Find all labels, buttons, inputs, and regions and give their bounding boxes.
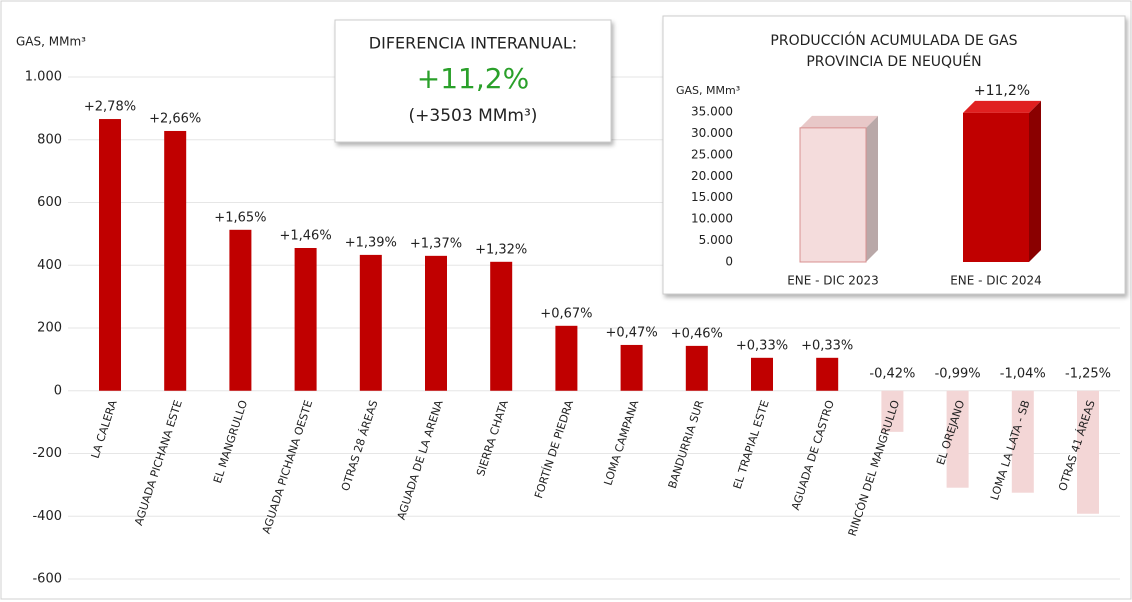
bar	[359, 254, 382, 391]
data-label: +2,66%	[149, 111, 201, 126]
data-label: +1,39%	[345, 235, 397, 250]
y-tick-label: -600	[32, 572, 62, 587]
y-tick-label: -400	[32, 509, 62, 524]
bar	[99, 119, 121, 391]
x-tick-label: ENE - DIC 2024	[950, 274, 1042, 288]
callout-value: +11,2%	[417, 62, 529, 95]
y-tick-label: 30.000	[691, 126, 733, 140]
bar	[294, 247, 317, 391]
bar	[816, 357, 839, 391]
y-tick-label: 800	[37, 132, 62, 147]
data-label: -1,25%	[1065, 366, 1111, 381]
y-axis-label: GAS, MMm³	[16, 35, 86, 49]
bar	[751, 357, 773, 391]
bar-top	[963, 100, 1041, 113]
bar	[555, 325, 578, 391]
y-tick-label: 35.000	[691, 105, 733, 119]
bar	[620, 344, 643, 391]
y-tick-label: 0	[725, 255, 733, 269]
bar	[1077, 390, 1099, 514]
inset-title: PROVINCIA DE NEUQUÉN	[806, 53, 981, 70]
y-tick-label: 25.000	[691, 147, 733, 161]
y-tick-label: 400	[37, 258, 62, 273]
bar	[881, 390, 904, 432]
data-label: +11,2%	[974, 83, 1030, 99]
data-label: -1,04%	[1000, 366, 1046, 381]
y-tick-label: -200	[32, 446, 62, 461]
x-tick-label: ENE - DIC 2023	[787, 274, 879, 288]
bar	[1011, 390, 1034, 493]
y-tick-label: 10.000	[691, 212, 733, 226]
y-tick-label: 200	[37, 321, 62, 336]
bar-top	[800, 115, 878, 128]
bar	[425, 255, 447, 391]
data-label: +1,65%	[214, 210, 266, 225]
inset-box	[662, 15, 1126, 295]
y-tick-label: 600	[37, 195, 62, 210]
data-label: +1,37%	[410, 236, 462, 251]
y-tick-label: 20.000	[691, 169, 733, 183]
data-label: +0,46%	[671, 326, 723, 341]
y-tick-label: 0	[54, 383, 62, 398]
bar	[229, 229, 252, 391]
y-tick-label: 5.000	[699, 233, 733, 247]
inset-y-label: GAS, MMm³	[676, 84, 740, 97]
data-label: +1,32%	[475, 242, 527, 257]
callout-box	[334, 19, 612, 143]
callout-detail: (+3503 MMm³)	[409, 106, 538, 126]
bar	[946, 390, 969, 488]
bar	[164, 130, 187, 391]
data-label: +0,47%	[605, 325, 657, 340]
callout-title: DIFERENCIA INTERANUAL:	[369, 34, 577, 53]
bar-side	[1029, 100, 1041, 262]
data-label: +0,67%	[540, 306, 592, 321]
y-tick-label: 1.000	[25, 70, 62, 85]
bar-side	[866, 115, 878, 262]
data-label: +0,33%	[801, 338, 853, 353]
bar	[490, 261, 513, 391]
inset-title: PRODUCCIÓN ACUMULADA DE GAS	[770, 31, 1017, 49]
inset-chart: 0 5.000 10.000 15.000 20.000 25.000 30.000 35.0…	[691, 83, 1042, 288]
bar	[799, 127, 867, 263]
data-label: -0,42%	[869, 366, 915, 381]
data-label: +0,33%	[736, 338, 788, 353]
y-tick-label: 15.000	[691, 190, 733, 204]
data-label: -0,99%	[935, 366, 981, 381]
bar	[685, 345, 708, 391]
bar	[963, 112, 1029, 262]
data-label: +2,78%	[84, 100, 136, 115]
data-label: +1,46%	[279, 228, 331, 243]
